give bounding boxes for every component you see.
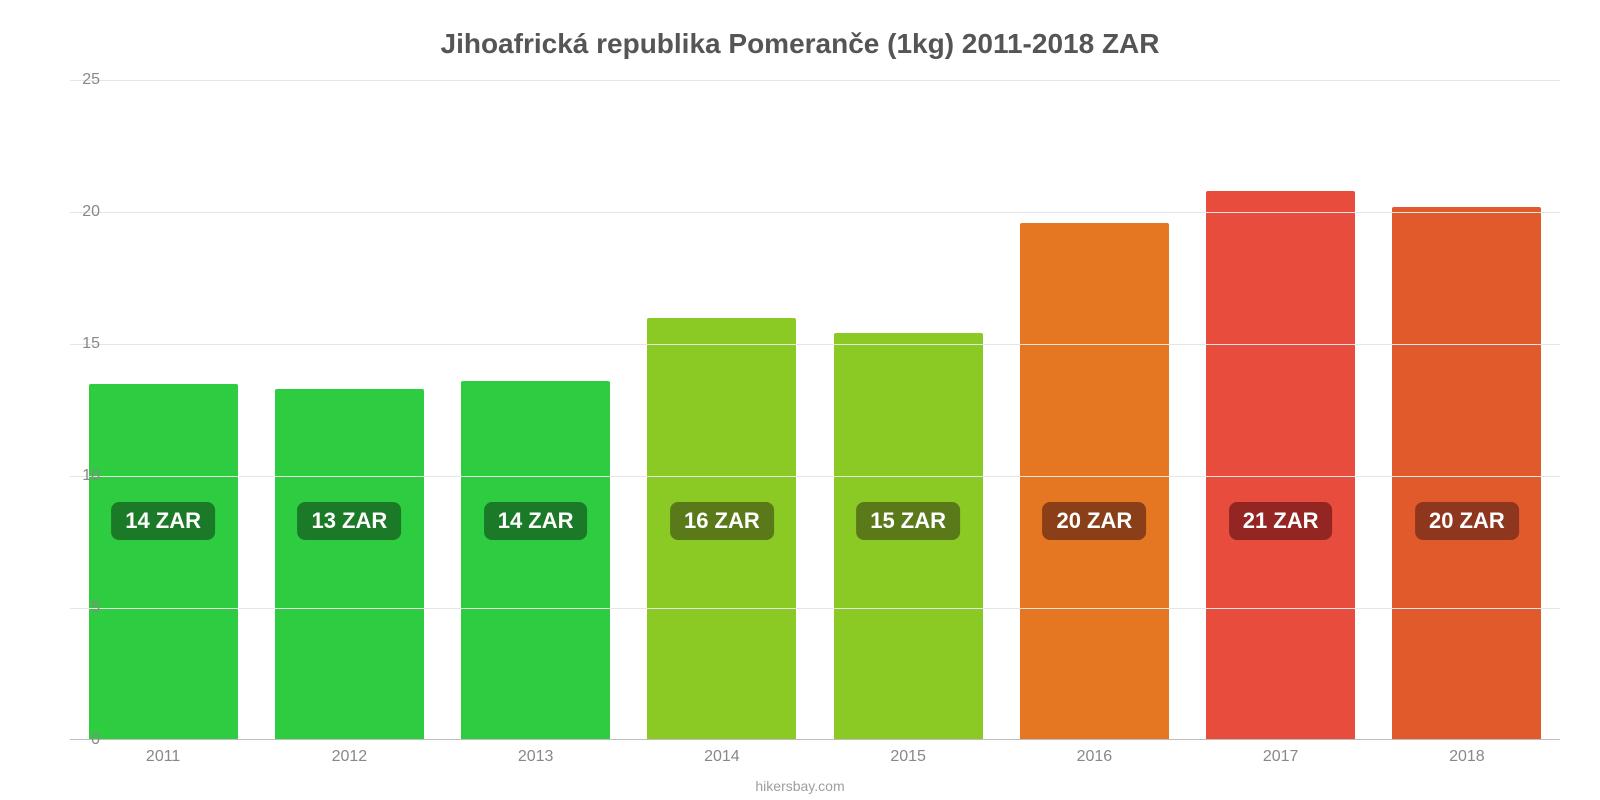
plot-area: 14 ZAR201113 ZAR201214 ZAR201316 ZAR2014… bbox=[70, 80, 1560, 740]
gridline bbox=[70, 80, 1560, 81]
price-chart: Jihoafrická republika Pomeranče (1kg) 20… bbox=[0, 0, 1600, 800]
y-tick-label: 20 bbox=[60, 203, 100, 221]
bar-value-label: 16 ZAR bbox=[670, 502, 774, 540]
y-tick-label: 25 bbox=[60, 71, 100, 89]
bar-value-label: 21 ZAR bbox=[1229, 502, 1333, 540]
bar-slot: 14 ZAR2011 bbox=[70, 80, 256, 740]
y-tick-label: 10 bbox=[60, 467, 100, 485]
bar-value-label: 13 ZAR bbox=[297, 502, 401, 540]
x-tick-label: 2018 bbox=[1374, 748, 1560, 766]
bar-value-label: 14 ZAR bbox=[484, 502, 588, 540]
bar-slot: 16 ZAR2014 bbox=[629, 80, 815, 740]
bar bbox=[1392, 207, 1541, 740]
bar bbox=[461, 381, 610, 740]
x-tick-label: 2012 bbox=[256, 748, 442, 766]
x-tick-label: 2014 bbox=[629, 748, 815, 766]
gridline bbox=[70, 608, 1560, 609]
bar bbox=[1020, 223, 1169, 740]
bars-container: 14 ZAR201113 ZAR201214 ZAR201316 ZAR2014… bbox=[70, 80, 1560, 740]
y-tick-label: 15 bbox=[60, 335, 100, 353]
bar bbox=[275, 389, 424, 740]
x-tick-label: 2015 bbox=[815, 748, 1001, 766]
bar-value-label: 20 ZAR bbox=[1042, 502, 1146, 540]
bar bbox=[89, 384, 238, 740]
y-tick-label: 0 bbox=[60, 731, 100, 749]
bar-value-label: 20 ZAR bbox=[1415, 502, 1519, 540]
bar bbox=[1206, 191, 1355, 740]
x-axis-baseline bbox=[70, 739, 1560, 740]
gridline bbox=[70, 212, 1560, 213]
x-tick-label: 2011 bbox=[70, 748, 256, 766]
bar-slot: 21 ZAR2017 bbox=[1188, 80, 1374, 740]
bar-slot: 20 ZAR2018 bbox=[1374, 80, 1560, 740]
x-tick-label: 2013 bbox=[443, 748, 629, 766]
gridline bbox=[70, 344, 1560, 345]
y-tick-label: 5 bbox=[60, 599, 100, 617]
attribution: hikersbay.com bbox=[0, 778, 1600, 794]
x-tick-label: 2017 bbox=[1188, 748, 1374, 766]
chart-title: Jihoafrická republika Pomeranče (1kg) 20… bbox=[0, 28, 1600, 60]
bar-slot: 20 ZAR2016 bbox=[1001, 80, 1187, 740]
bar-slot: 13 ZAR2012 bbox=[256, 80, 442, 740]
bar-slot: 14 ZAR2013 bbox=[443, 80, 629, 740]
bar-value-label: 15 ZAR bbox=[856, 502, 960, 540]
bar-value-label: 14 ZAR bbox=[111, 502, 215, 540]
gridline bbox=[70, 476, 1560, 477]
bar-slot: 15 ZAR2015 bbox=[815, 80, 1001, 740]
x-tick-label: 2016 bbox=[1001, 748, 1187, 766]
